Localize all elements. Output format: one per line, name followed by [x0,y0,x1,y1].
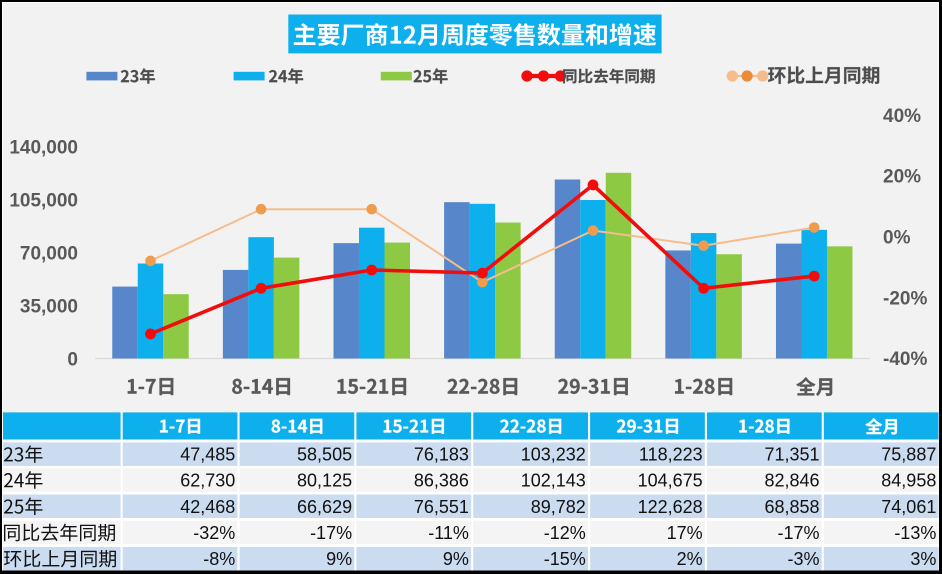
svg-text:86,386: 86,386 [414,470,469,490]
svg-text:105,000: 105,000 [9,190,78,211]
svg-text:76,183: 76,183 [414,445,469,465]
svg-text:103,232: 103,232 [521,445,586,465]
svg-text:76,551: 76,551 [414,497,469,517]
svg-text:-3%: -3% [787,549,819,569]
svg-text:-15%: -15% [544,549,586,569]
svg-text:-17%: -17% [310,523,352,543]
svg-text:82,846: 82,846 [764,470,819,490]
svg-text:68,858: 68,858 [764,497,819,517]
svg-text:20%: 20% [883,167,921,188]
svg-text:140,000: 140,000 [9,137,78,158]
svg-text:70,000: 70,000 [20,243,78,264]
svg-text:-20%: -20% [883,288,927,309]
svg-text:118,223: 118,223 [639,445,703,465]
svg-text:42,468: 42,468 [180,497,235,517]
svg-text:104,675: 104,675 [638,470,703,490]
svg-text:9%: 9% [443,549,469,569]
svg-text:-12%: -12% [544,523,586,543]
svg-text:66,629: 66,629 [297,497,352,517]
svg-text:62,730: 62,730 [180,470,235,490]
svg-text:40%: 40% [883,106,921,127]
svg-text:-11%: -11% [428,523,469,543]
svg-text:75,887: 75,887 [881,445,936,465]
svg-text:-17%: -17% [777,523,819,543]
svg-text:89,782: 89,782 [531,497,586,517]
svg-text:71,351: 71,351 [764,445,819,465]
svg-text:17%: 17% [667,523,703,543]
svg-text:0: 0 [67,349,78,370]
svg-text:35,000: 35,000 [20,296,78,317]
svg-text:74,061: 74,061 [881,497,936,517]
svg-text:122,628: 122,628 [638,497,703,517]
svg-text:102,143: 102,143 [521,470,586,490]
svg-text:3%: 3% [910,549,936,569]
svg-text:-8%: -8% [203,549,235,569]
svg-text:0%: 0% [883,228,911,249]
svg-text:2%: 2% [677,549,703,569]
svg-text:84,958: 84,958 [881,470,936,490]
svg-text:-40%: -40% [883,349,927,370]
svg-text:-32%: -32% [193,523,235,543]
svg-text:58,505: 58,505 [297,445,352,465]
svg-text:47,485: 47,485 [180,445,235,465]
svg-text:-13%: -13% [894,523,936,543]
svg-text:9%: 9% [326,549,352,569]
svg-text:80,125: 80,125 [297,470,352,490]
